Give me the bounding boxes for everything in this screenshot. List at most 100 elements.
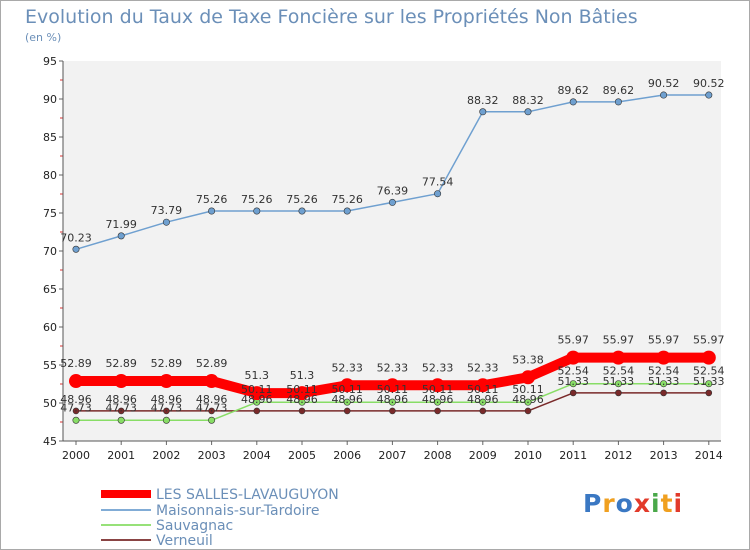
series-point: [479, 108, 487, 116]
x-tick-label: 2004: [243, 449, 271, 462]
series-point: [298, 207, 306, 215]
series-point: [524, 108, 532, 116]
series-point: [524, 398, 532, 406]
series-point: [117, 407, 125, 415]
data-label: 90.52: [648, 77, 680, 90]
y-tick-label: 60: [43, 321, 57, 334]
data-label: 48.96: [105, 393, 137, 406]
data-label: 50.11: [422, 383, 454, 396]
chart-subtitle: (en %): [25, 31, 62, 44]
data-label: 48.96: [467, 393, 499, 406]
legend-label: Sauvagnac: [156, 518, 233, 534]
x-tick-label: 2001: [107, 449, 135, 462]
series-point: [162, 416, 170, 424]
data-label: 52.54: [648, 365, 680, 378]
data-label: 48.96: [60, 393, 92, 406]
data-label: 48.96: [377, 393, 409, 406]
series-point: [253, 407, 261, 415]
x-tick-label: 2010: [514, 449, 542, 462]
series-point: [614, 380, 622, 388]
data-label: 48.96: [331, 393, 363, 406]
logo-letter: x: [633, 489, 651, 518]
series-point: [343, 207, 351, 215]
series-point: [162, 218, 170, 226]
data-label: 52.33: [377, 361, 409, 374]
data-label: 52.89: [196, 357, 228, 370]
data-label: 50.11: [512, 383, 544, 396]
data-label: 48.96: [422, 393, 454, 406]
series-point: [569, 389, 577, 397]
series-point: [705, 389, 713, 397]
data-label: 47.73: [60, 401, 92, 414]
data-label: 52.54: [557, 365, 589, 378]
series-point: [566, 350, 581, 365]
data-label: 55.97: [603, 334, 635, 347]
x-tick-label: 2005: [288, 449, 316, 462]
data-label: 47.73: [105, 401, 137, 414]
x-tick-label: 2009: [469, 449, 497, 462]
proxiti-logo: Proxiti: [583, 489, 683, 518]
series-point: [298, 407, 306, 415]
logo-letter: t: [660, 489, 674, 518]
data-label: 50.11: [286, 383, 318, 396]
data-label: 52.89: [151, 357, 183, 370]
series-point: [521, 370, 535, 385]
data-label: 50.11: [467, 383, 499, 396]
data-label: 52.89: [60, 357, 92, 370]
x-tick-label: 2002: [152, 449, 180, 462]
data-label: 52.89: [105, 357, 137, 370]
series-point: [614, 98, 622, 106]
series-point: [660, 389, 667, 397]
logo-letter: r: [602, 489, 616, 518]
x-tick-label: 2007: [378, 449, 406, 462]
series-point: [208, 416, 216, 424]
data-label: 47.73: [151, 401, 183, 414]
data-label: 52.33: [331, 361, 363, 374]
data-label: 53.38: [512, 353, 544, 366]
legend-label: Maisonnais-sur-Tardoire: [156, 503, 320, 519]
series-point: [69, 374, 83, 389]
series-point: [389, 407, 396, 415]
series-point: [208, 407, 215, 415]
data-label: 51.3: [290, 369, 315, 382]
series-point: [340, 378, 355, 393]
y-tick-label: 80: [43, 169, 57, 182]
series-point: [701, 350, 716, 365]
y-tick-label: 55: [43, 359, 57, 372]
data-label: 55.97: [557, 334, 589, 347]
legend-label: LES SALLES-LAVAUGUYON: [156, 487, 339, 503]
data-label: 48.96: [286, 393, 318, 406]
data-label: 55.97: [648, 334, 680, 347]
series-point: [295, 386, 309, 401]
series-point: [159, 374, 174, 389]
data-label: 48.96: [151, 393, 183, 406]
data-label: 70.23: [60, 231, 92, 244]
data-label: 48.96: [512, 393, 544, 406]
series-point: [72, 407, 80, 415]
x-tick-label: 2012: [604, 449, 632, 462]
series-point: [117, 416, 125, 424]
legend-label: Verneuil: [156, 533, 213, 549]
series-point: [475, 378, 490, 393]
series-point: [705, 91, 713, 99]
series-point: [660, 91, 668, 99]
series-point: [434, 407, 441, 415]
data-label: 51.33: [557, 375, 589, 388]
data-label: 52.54: [693, 365, 725, 378]
y-tick-label: 65: [43, 283, 57, 296]
logo-letter: P: [583, 489, 603, 518]
data-label: 73.79: [151, 204, 183, 217]
series-point: [430, 378, 445, 393]
series-point: [569, 98, 577, 106]
data-label: 88.32: [467, 94, 499, 107]
x-tick-label: 2008: [424, 449, 452, 462]
data-label: 52.33: [467, 361, 499, 374]
series-point: [343, 398, 351, 406]
x-tick-label: 2011: [559, 449, 587, 462]
series-point: [204, 374, 219, 389]
x-tick-label: 2013: [650, 449, 678, 462]
data-label: 52.54: [603, 365, 635, 378]
y-tick-label: 45: [43, 435, 57, 448]
